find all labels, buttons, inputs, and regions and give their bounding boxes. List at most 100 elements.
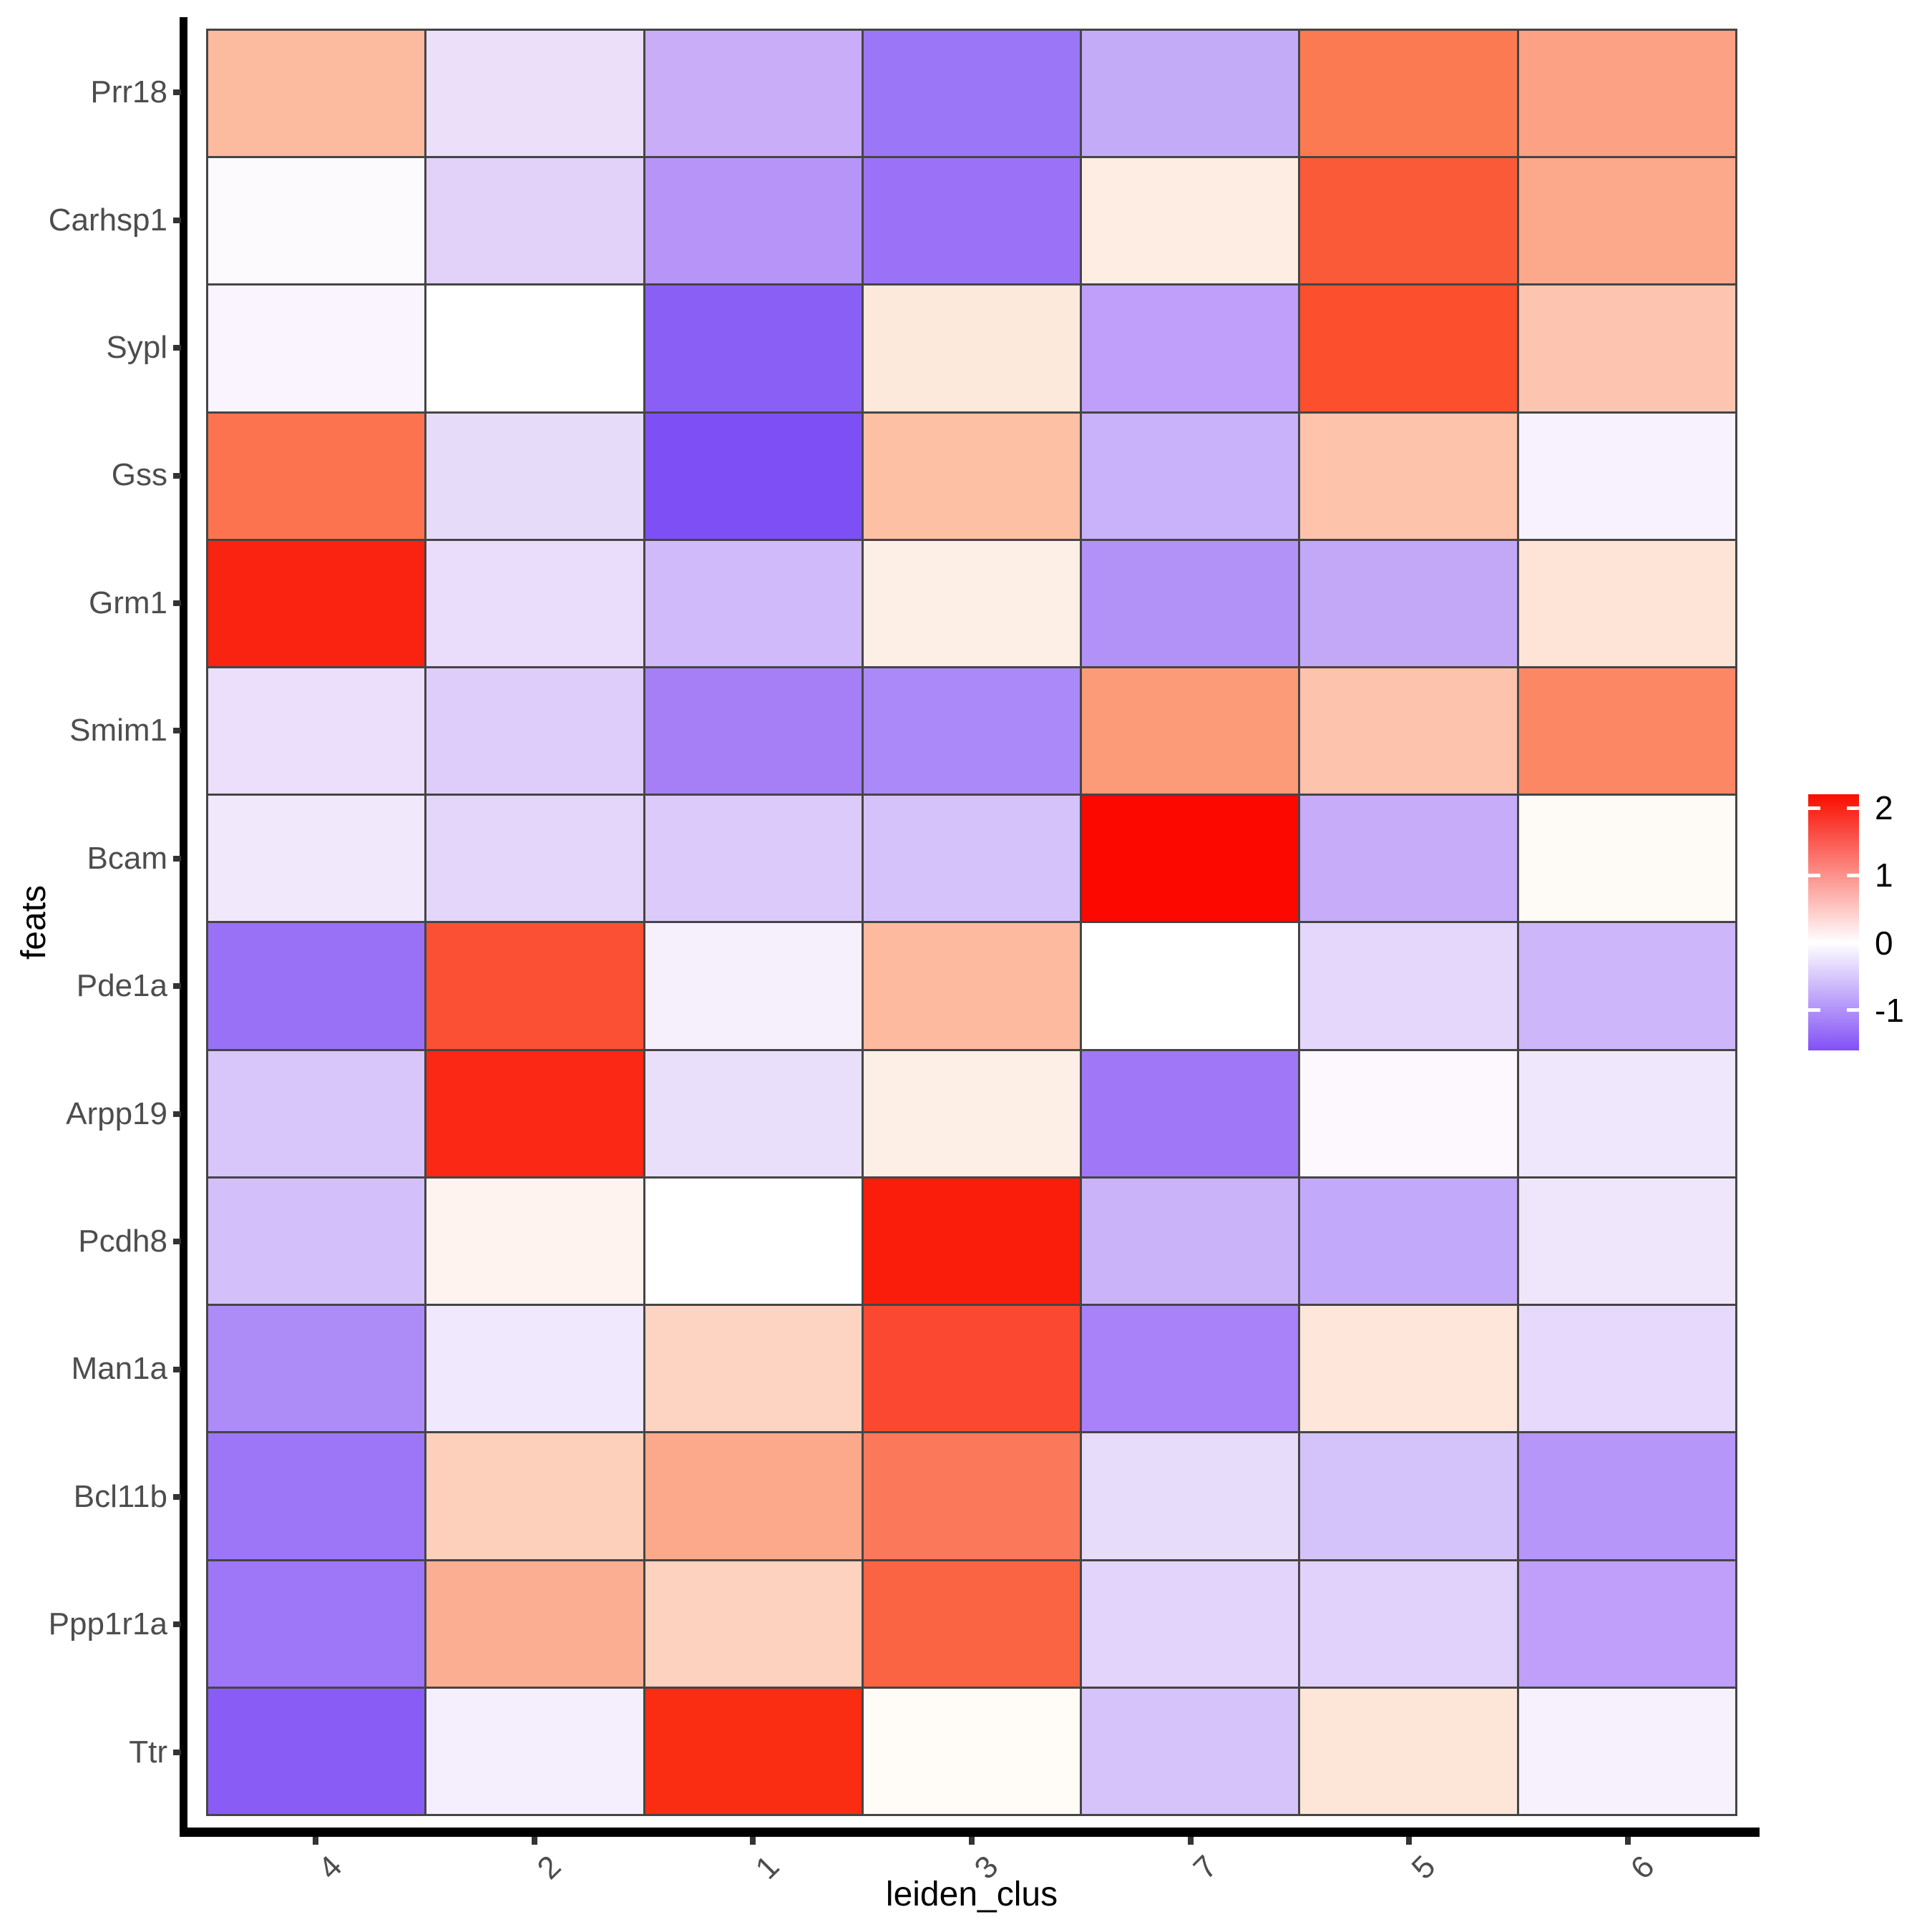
heatmap-cell bbox=[208, 286, 425, 411]
colorbar-tick bbox=[1808, 941, 1820, 945]
heatmap-cell bbox=[863, 923, 1080, 1049]
y-tick-label: Gss bbox=[111, 457, 167, 493]
heatmap-cell bbox=[1518, 1050, 1735, 1176]
y-tick-label: Prr18 bbox=[90, 74, 167, 110]
heatmap-cell bbox=[1300, 668, 1517, 794]
colorbar-tick-label: 0 bbox=[1875, 924, 1893, 962]
heatmap-cell bbox=[1518, 1688, 1735, 1814]
heatmap-cell bbox=[1300, 796, 1517, 922]
heatmap-cell bbox=[208, 158, 425, 284]
heatmap-cell bbox=[1082, 1433, 1299, 1559]
colorbar-tick bbox=[1847, 806, 1859, 810]
y-tick-label: Sypl bbox=[106, 330, 167, 366]
heatmap-cell bbox=[645, 1433, 862, 1559]
heatmap-cell bbox=[1082, 158, 1299, 284]
heatmap-cell bbox=[1082, 668, 1299, 794]
y-tick bbox=[173, 345, 181, 351]
y-tick-label: Ppp1r1a bbox=[48, 1606, 167, 1642]
y-tick bbox=[173, 1239, 181, 1245]
heatmap-cell bbox=[426, 1178, 643, 1304]
heatmap-cell bbox=[426, 286, 643, 411]
heatmap-cell bbox=[1300, 1688, 1517, 1814]
y-tick-label: Grm1 bbox=[89, 585, 167, 620]
heatmap-cell bbox=[863, 1561, 1080, 1687]
heatmap-cell bbox=[208, 1433, 425, 1559]
heatmap-cell bbox=[645, 540, 862, 667]
heatmap-cell bbox=[1082, 1050, 1299, 1176]
heatmap-cell bbox=[1082, 31, 1299, 157]
y-tick-label: Pcdh8 bbox=[78, 1224, 167, 1259]
heatmap-cell bbox=[1518, 413, 1735, 539]
y-tick bbox=[173, 1111, 181, 1117]
heatmap-cell bbox=[1300, 413, 1517, 539]
y-tick bbox=[173, 728, 181, 734]
colorbar-tick bbox=[1808, 806, 1820, 810]
y-tick-label: Man1a bbox=[71, 1351, 167, 1387]
heatmap-cell bbox=[863, 413, 1080, 539]
heatmap-cell bbox=[863, 1178, 1080, 1304]
heatmap-cell bbox=[645, 923, 862, 1049]
heatmap-cell bbox=[1300, 1433, 1517, 1559]
heatmap-cell bbox=[1518, 31, 1735, 157]
heatmap-cell bbox=[1518, 1561, 1735, 1687]
y-tick bbox=[173, 600, 181, 606]
colorbar-gradient bbox=[1808, 794, 1859, 1050]
x-tick bbox=[312, 1837, 318, 1845]
colorbar-tick bbox=[1847, 941, 1859, 945]
heatmap-cell bbox=[208, 1050, 425, 1176]
x-axis-title: leiden_clus bbox=[885, 1875, 1058, 1913]
heatmap-cell bbox=[426, 1306, 643, 1432]
x-tick bbox=[531, 1837, 537, 1845]
heatmap-cell bbox=[426, 668, 643, 794]
heatmap-cell bbox=[1082, 1688, 1299, 1814]
heatmap-cell bbox=[645, 668, 862, 794]
heatmap-cell bbox=[426, 1050, 643, 1176]
heatmap-cell bbox=[1518, 668, 1735, 794]
heatmap-cell bbox=[1082, 796, 1299, 922]
heatmap-grid bbox=[206, 29, 1737, 1816]
colorbar-tick-label: 2 bbox=[1875, 789, 1893, 826]
heatmap-cell bbox=[426, 31, 643, 157]
heatmap-cell bbox=[208, 31, 425, 157]
heatmap-cell bbox=[426, 1561, 643, 1687]
heatmap-cell bbox=[1518, 158, 1735, 284]
heatmap-cell bbox=[426, 796, 643, 922]
y-tick bbox=[173, 1621, 181, 1628]
y-tick-label: Bcl11b bbox=[73, 1478, 167, 1514]
heatmap-cell bbox=[208, 1688, 425, 1814]
heatmap-cell bbox=[863, 1050, 1080, 1176]
heatmap-cell bbox=[208, 413, 425, 539]
y-tick bbox=[173, 89, 181, 96]
y-tick bbox=[173, 217, 181, 223]
heatmap-cell bbox=[1300, 286, 1517, 411]
heatmap-cell bbox=[1518, 1178, 1735, 1304]
heatmap-cell bbox=[645, 31, 862, 157]
x-tick bbox=[1187, 1837, 1194, 1845]
heatmap-cell bbox=[208, 1178, 425, 1304]
heatmap-cell bbox=[863, 1688, 1080, 1814]
heatmap-cell bbox=[208, 1306, 425, 1432]
heatmap-cell bbox=[426, 1688, 643, 1814]
heatmap-cell bbox=[645, 1688, 862, 1814]
heatmap-cell bbox=[645, 1561, 862, 1687]
x-tick bbox=[969, 1837, 975, 1845]
y-axis-title: feats bbox=[15, 884, 53, 960]
heatmap-cell bbox=[1300, 1050, 1517, 1176]
heatmap-cell bbox=[426, 540, 643, 667]
colorbar-tick bbox=[1808, 873, 1820, 877]
y-tick-label: Bcam bbox=[87, 840, 167, 876]
heatmap-cell bbox=[1518, 923, 1735, 1049]
colorbar-tick bbox=[1847, 1008, 1859, 1013]
heatmap-cell bbox=[1518, 1306, 1735, 1432]
y-tick bbox=[173, 1366, 181, 1372]
colorbar-tick bbox=[1808, 1008, 1820, 1013]
heatmap-cell bbox=[1300, 1178, 1517, 1304]
colorbar-tick bbox=[1847, 873, 1859, 877]
heatmap-cell bbox=[426, 158, 643, 284]
x-tick bbox=[1625, 1837, 1631, 1845]
heatmap-cell bbox=[426, 1433, 643, 1559]
y-tick bbox=[173, 983, 181, 990]
heatmap-cell bbox=[426, 413, 643, 539]
heatmap-cell bbox=[645, 286, 862, 411]
